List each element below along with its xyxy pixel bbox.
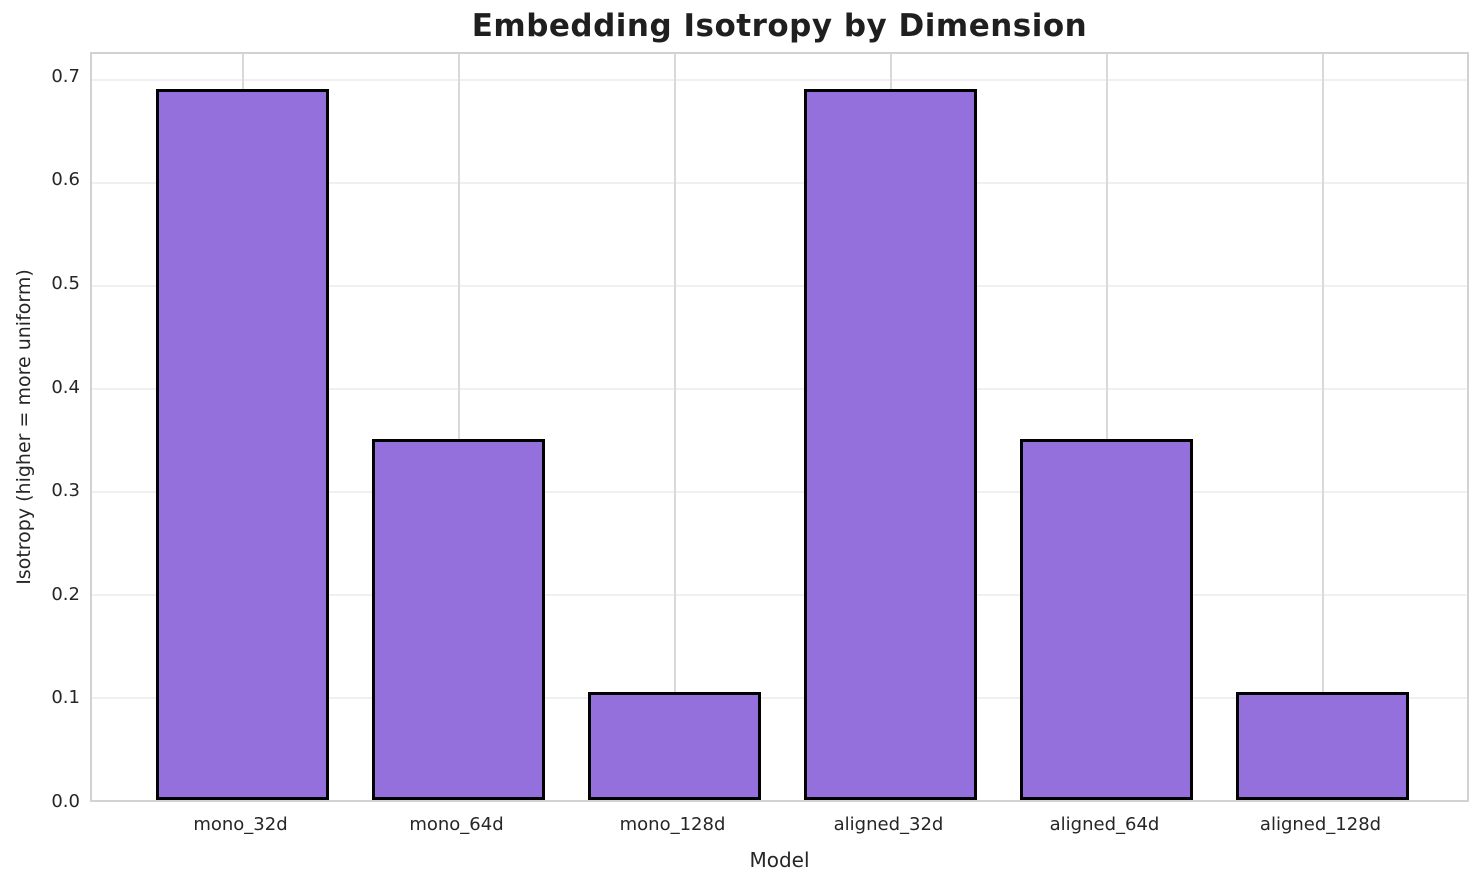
gridline-vertical bbox=[457, 54, 460, 800]
gridline-horizontal bbox=[92, 284, 1467, 287]
bar-mono_32d bbox=[156, 89, 329, 800]
chart-title: Embedding Isotropy by Dimension bbox=[471, 8, 1088, 44]
y-tick-label: 0.6 bbox=[51, 169, 80, 191]
x-tick-label-aligned_32d: aligned_32d bbox=[833, 814, 944, 835]
gridline-horizontal bbox=[92, 181, 1467, 184]
y-axis-label: Isotropy (higher = more uniform) bbox=[13, 269, 35, 585]
x-tick-label-mono_128d: mono_128d bbox=[619, 814, 726, 835]
gridline-vertical bbox=[1105, 54, 1108, 800]
y-tick-label: 0.7 bbox=[51, 65, 80, 87]
y-tick-label: 0.5 bbox=[51, 273, 80, 295]
gridline-horizontal bbox=[92, 490, 1467, 493]
gridline-horizontal bbox=[92, 696, 1467, 699]
x-axis-label: Model bbox=[749, 848, 810, 872]
x-tick-label-aligned_128d: aligned_128d bbox=[1259, 814, 1382, 835]
x-tick-label-mono_64d: mono_64d bbox=[409, 814, 504, 835]
y-tick-label: 0.2 bbox=[51, 583, 80, 605]
x-tick-label-aligned_64d: aligned_64d bbox=[1049, 814, 1160, 835]
y-tick-label: 0.3 bbox=[51, 480, 80, 502]
bar-mono_128d bbox=[588, 691, 761, 800]
bar-aligned_64d bbox=[1020, 439, 1193, 800]
bar-mono_64d bbox=[372, 439, 545, 800]
y-tick-label: 0.4 bbox=[51, 376, 80, 398]
y-tick-label: 0.0 bbox=[51, 791, 80, 812]
gridline-vertical bbox=[673, 54, 676, 800]
gridline-horizontal bbox=[92, 387, 1467, 390]
gridline-vertical bbox=[1321, 54, 1324, 800]
plot-area bbox=[90, 52, 1469, 802]
bar-aligned_32d bbox=[804, 89, 977, 800]
bar-aligned_128d bbox=[1236, 691, 1409, 800]
gridline-horizontal bbox=[92, 593, 1467, 596]
y-tick-label: 0.1 bbox=[51, 687, 80, 709]
gridline-horizontal bbox=[92, 78, 1467, 81]
x-tick-label-mono_32d: mono_32d bbox=[193, 814, 288, 835]
